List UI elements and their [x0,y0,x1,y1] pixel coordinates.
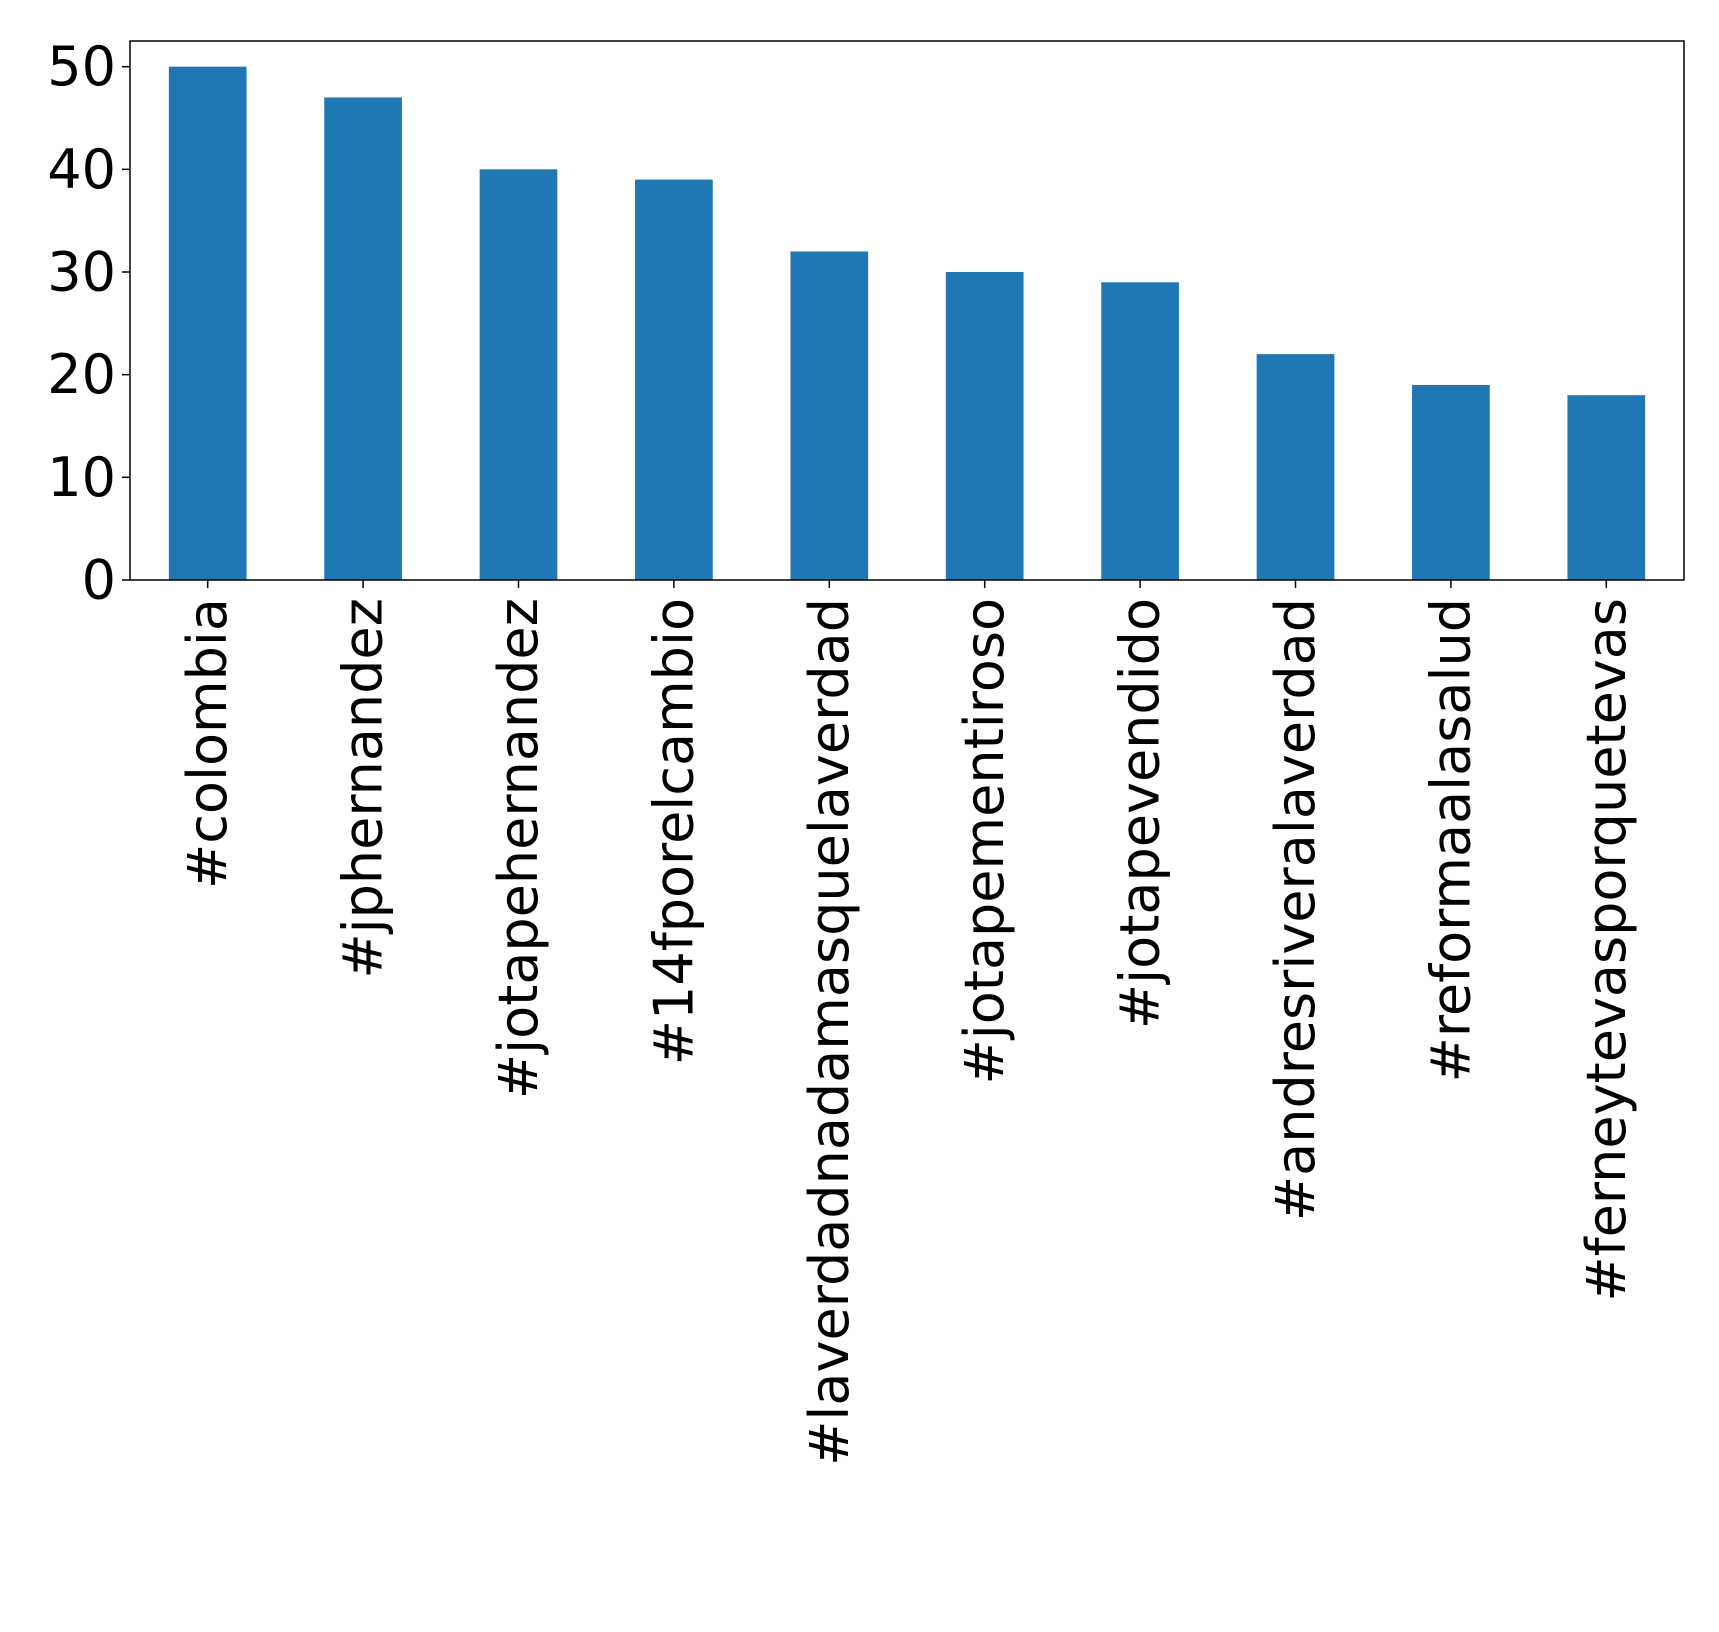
y-axis: 0 10 20 30 40 50 [47,35,130,612]
x-axis: #colombia #jphernandez #jotapehernandez #14… [176,580,1638,1466]
x-tick-label: #ferneytevasporquetevas [1575,598,1638,1302]
x-tick-label: #jotapementiroso [953,598,1016,1085]
bar-1 [324,97,402,580]
bar-7 [1256,354,1335,580]
x-tick-label: #jphernandez [332,598,395,979]
y-tick-label: 50 [47,35,116,98]
x-tick-label: #andresriveralaverdad [1264,598,1327,1221]
x-tick-label: #14fporelcambio [642,598,705,1065]
bars-group [168,66,1646,581]
bar-4 [790,251,869,580]
bar-5 [945,272,1024,580]
y-tick-label: 0 [82,549,116,612]
plot-frame [129,40,1685,581]
x-tick-label: #reformaalasalud [1419,598,1482,1082]
bar-8 [1412,384,1490,580]
bar-6 [1101,282,1179,580]
bar-2 [479,169,558,581]
y-tick-label: 30 [47,241,116,304]
bar-9 [1567,395,1646,580]
bar-0 [168,66,247,580]
bar-3 [635,179,713,580]
y-tick-label: 20 [47,343,116,406]
y-tick-label: 10 [47,446,116,509]
x-tick-label: #jotapevendido [1109,598,1172,1029]
y-tick-label: 40 [47,138,116,201]
x-tick-label: #jotapehernandez [487,598,550,1099]
x-tick-label: #colombia [176,598,239,889]
x-tick-label: #laverdadnadamasquelaverdad [798,598,861,1466]
